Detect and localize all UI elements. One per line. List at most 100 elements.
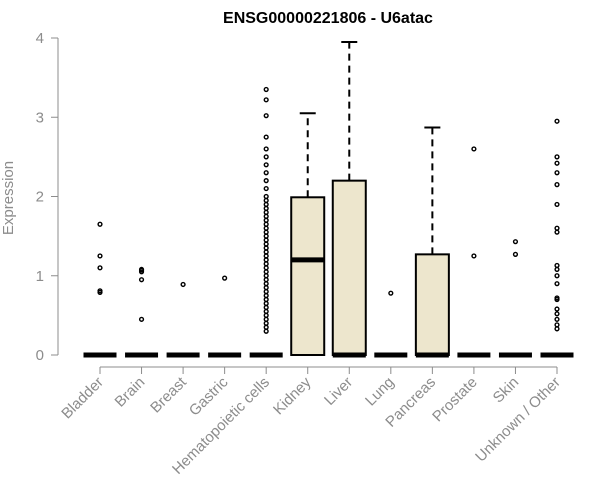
box-skin [498,239,532,358]
x-tick-label: Brain [112,374,149,411]
outlier-point [554,326,560,332]
outlier-point [512,251,519,257]
outlier-point [554,306,560,312]
chart-title: ENSG00000221806 - U6atac [223,10,433,27]
outlier-point [554,322,560,328]
outlier-point [554,281,560,287]
outlier-point [263,197,269,204]
outlier-point [263,162,269,168]
outlier-point [263,225,269,231]
outlier-point [97,221,103,227]
outlier-point [263,170,269,176]
outlier-point [263,185,269,192]
outlier-point [263,146,269,152]
outlier-point [263,312,269,318]
outlier-point [471,253,477,259]
outlier-point [97,288,103,294]
outlier-point [554,316,560,322]
outlier-point [263,281,269,287]
outlier-point [554,170,560,176]
box-gastric [208,275,242,358]
outlier-point [554,160,560,166]
box-kidney [290,112,326,356]
outlier-point [263,265,269,271]
box-prostate [457,146,491,358]
box-lung [374,290,408,358]
outlier-point [263,253,269,259]
outlier-point [263,257,269,263]
box-pancreas [414,126,450,358]
outlier-point [263,178,269,184]
y-tick-label: 1 [36,268,44,285]
outlier-point [554,229,560,235]
y-axis: 0 1 2 3 4 [36,30,59,364]
outlier-point [263,209,269,215]
outlier-point [554,295,560,301]
y-axis-label: Expression [0,161,17,235]
outlier-point [263,308,269,315]
outlier-point [138,316,145,322]
outlier-point [263,296,269,303]
y-tick-label: 0 [36,347,44,364]
outlier-point [512,239,519,245]
outlier-point [554,182,560,188]
outlier-point [263,221,269,227]
y-tick-label: 2 [36,189,44,206]
outlier-point [554,266,560,273]
outlier-point [263,292,269,299]
outlier-point [263,249,269,255]
outlier-point [263,217,269,223]
outlier-point [554,225,560,231]
x-tick-label: Skin [490,374,523,407]
outlier-point [263,316,269,322]
outlier-point [263,277,269,283]
outlier-point [263,134,269,140]
box-group [83,40,574,358]
box-body [331,179,367,356]
y-tick-label: 3 [36,109,44,126]
x-tick-label: Lung [362,374,398,410]
outlier-point [263,300,269,307]
box-breast [166,281,200,358]
outlier-point [263,97,269,103]
box-brain [125,266,159,358]
outlier-point [263,269,269,275]
outlier-point [263,213,269,219]
x-tick-label: Liver [321,374,356,409]
outlier-point [263,324,269,330]
box-hematopoietic-cells [249,86,283,358]
outlier-point [554,201,560,208]
outlier-point [263,328,269,334]
outlier-point [263,233,269,239]
outlier-point [97,265,103,271]
x-tick-label: Kidney [270,373,315,418]
outlier-point [263,154,269,160]
outlier-point [263,229,269,235]
outlier-point [180,281,186,288]
outlier-point [138,277,145,283]
box-body [414,253,450,356]
outlier-point [263,285,269,291]
outlier-point [263,205,269,211]
box-unknown-other [540,118,574,358]
x-tick-label: Breast [147,373,190,416]
box-body [290,196,326,356]
y-tick-label: 4 [36,30,44,47]
outlier-point [263,193,269,200]
outlier-point [263,261,269,267]
outlier-point [388,290,394,296]
x-tick-label: Prostate [429,374,481,426]
outlier-point [471,146,477,152]
outlier-point [554,118,560,124]
outlier-point [263,86,269,93]
box-liver [331,40,367,358]
outlier-point [263,304,269,311]
outlier-point [263,289,269,295]
outlier-point [263,241,269,247]
outlier-point [263,113,269,119]
outlier-point [138,266,145,273]
box-bladder [83,221,117,358]
outlier-point [554,154,560,160]
